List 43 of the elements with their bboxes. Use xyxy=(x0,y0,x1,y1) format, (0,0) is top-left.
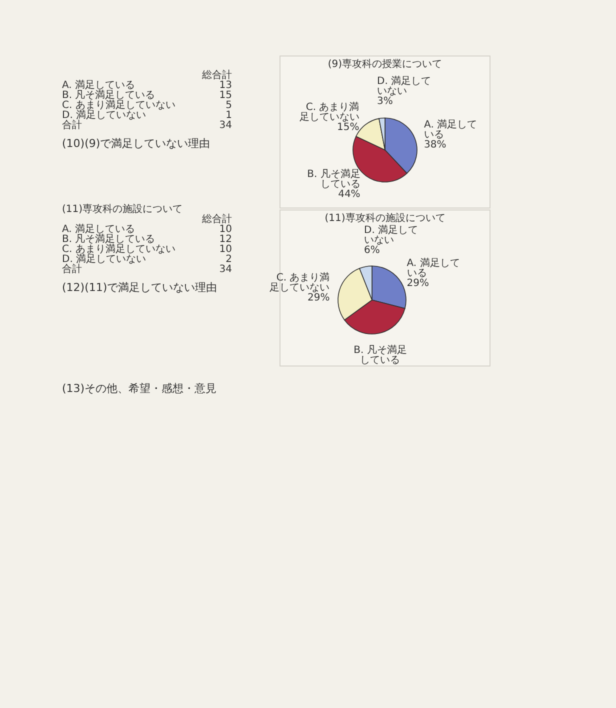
slice-label: A. 満足している xyxy=(424,118,478,141)
slice-label: A. 満足している xyxy=(406,257,460,280)
category-label: A. 満足している xyxy=(62,224,136,235)
text: 1 xyxy=(226,110,232,121)
slice-label: C. あまり満足していない xyxy=(299,100,360,123)
data-label: 44% xyxy=(338,188,360,200)
text: 10 xyxy=(219,224,232,235)
text: 2 xyxy=(226,254,232,265)
text: 5 xyxy=(226,100,232,111)
text: 合計 xyxy=(62,263,82,275)
slice-label: D. 満足していない xyxy=(364,224,418,246)
text: 34 xyxy=(219,120,232,131)
category-label: A. 満足している xyxy=(62,80,136,91)
category-label: D. 満足していない xyxy=(62,110,146,121)
text: (10)(9)で満足していない理由 xyxy=(62,137,210,150)
text: 15 xyxy=(219,90,232,101)
data-label: 29% xyxy=(406,278,429,290)
text: 34 xyxy=(219,264,232,275)
text: 総合計 xyxy=(201,69,232,81)
data-label: 38% xyxy=(424,140,446,151)
slice-label: C. あまり満足していない xyxy=(270,272,330,294)
category-label: C. あまり満足していない xyxy=(62,244,176,255)
data-label: 3% xyxy=(377,96,393,108)
category-label: D. 満足していない xyxy=(62,254,146,265)
text: 10 xyxy=(219,244,232,255)
text: (12)(11)で満足していない理由 xyxy=(62,281,218,294)
slice-label: B. 凡そ満足している xyxy=(307,168,360,190)
text: (11)専攻科の施設について xyxy=(62,203,183,215)
chart-title: (9)専攻科の授業について xyxy=(328,58,442,70)
text: 合計 xyxy=(62,119,82,131)
slice-label: D. 満足していない xyxy=(377,75,432,98)
slice-label: B. 凡そ満足している xyxy=(354,344,407,366)
category-label: B. 凡そ満足している xyxy=(62,90,156,101)
chart-title: (11)専攻科の施設について xyxy=(324,212,446,224)
category-label: C. あまり満足していない xyxy=(62,100,176,111)
category-label: B. 凡そ満足している xyxy=(62,234,156,245)
data-label: 6% xyxy=(364,244,380,256)
data-label: 29% xyxy=(308,292,330,304)
text: 総合計 xyxy=(201,213,232,225)
data-label: 15% xyxy=(337,122,360,133)
text: 12 xyxy=(219,234,232,245)
text: 13 xyxy=(219,80,232,91)
text: (13)その他、希望・感想・意見 xyxy=(62,382,217,395)
